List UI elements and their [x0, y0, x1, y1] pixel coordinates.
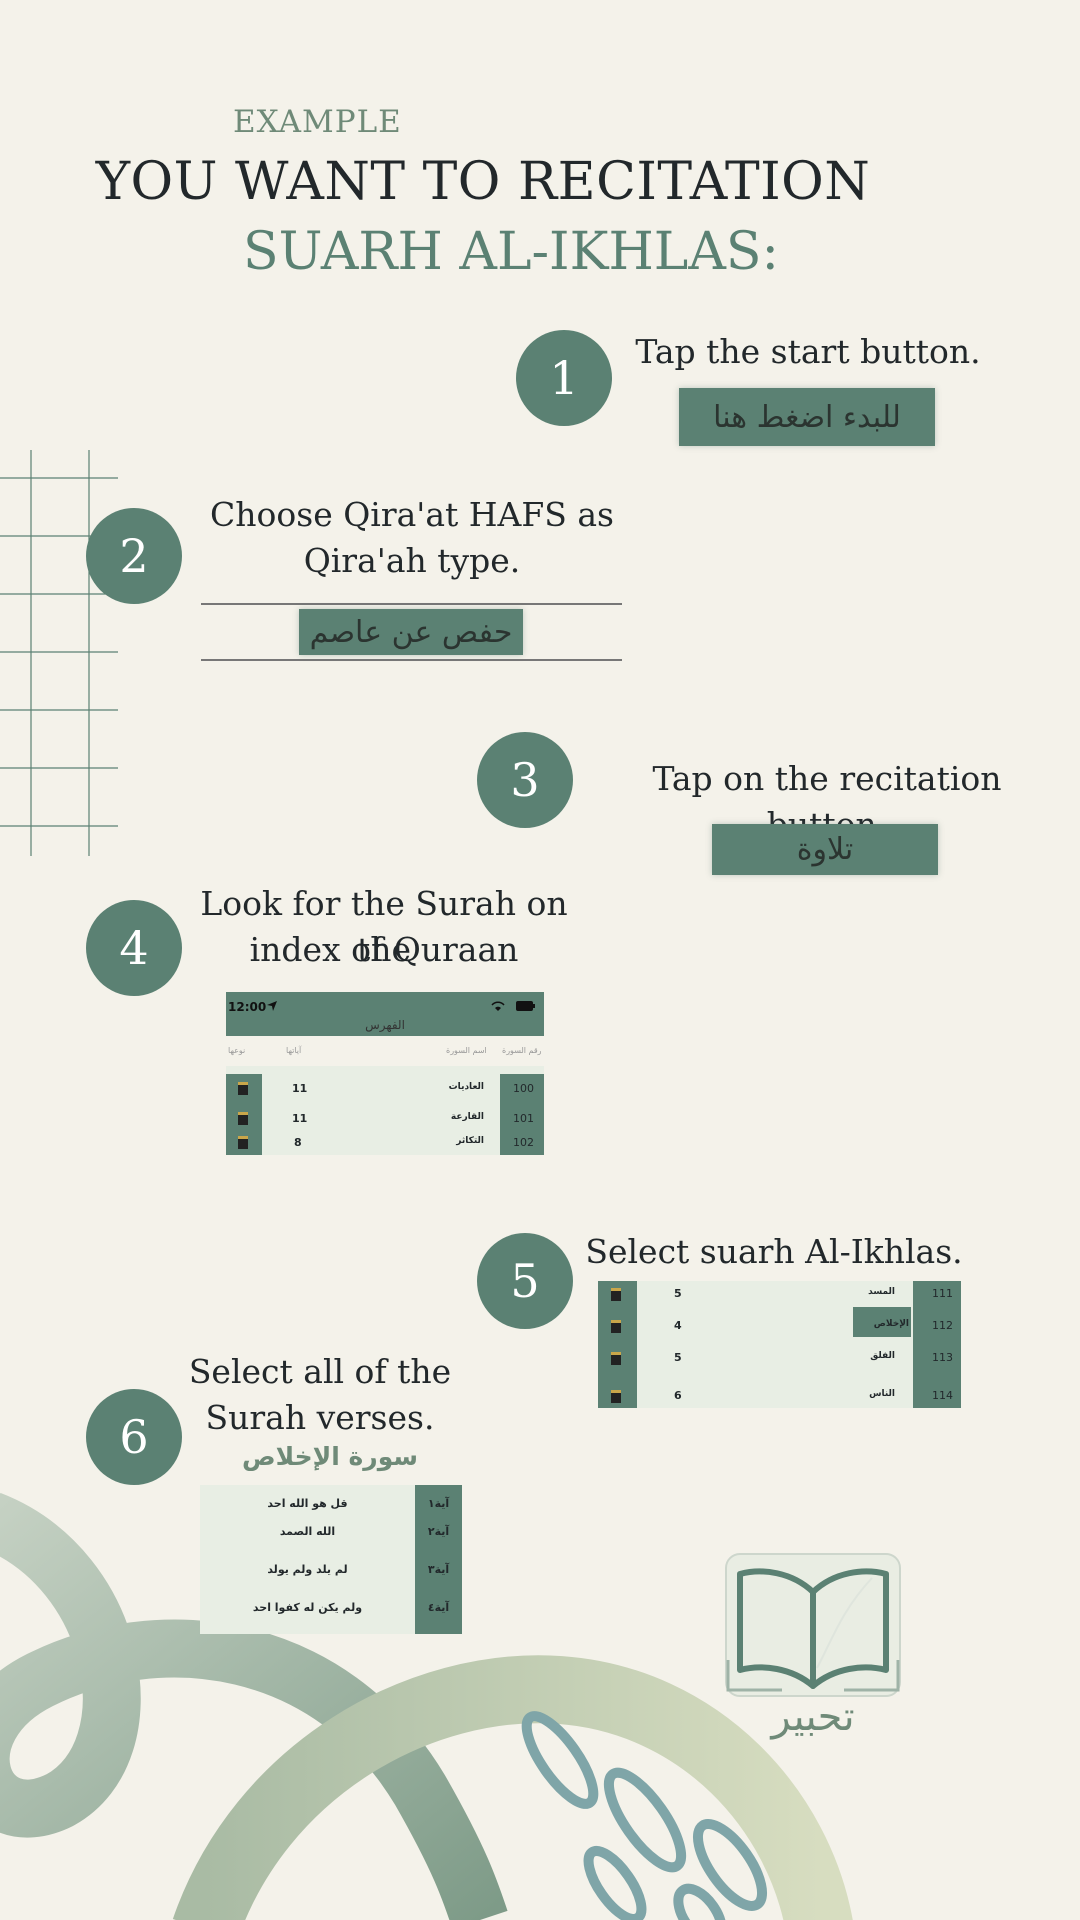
battery-icon: [516, 1001, 535, 1011]
step-6-text-line1: Select all of the: [188, 1352, 452, 1391]
divider-bottom: [201, 659, 622, 661]
verse-label: آية١: [427, 1497, 450, 1510]
step-2-text-line2: Qira'ah type.: [303, 541, 521, 580]
surah-title: سورة الإخلاص: [242, 1442, 418, 1471]
verse-label: آية٤: [427, 1601, 450, 1614]
step-1-badge: 1: [516, 330, 612, 426]
grid-decoration: [0, 450, 118, 856]
row-number: 100: [513, 1082, 534, 1095]
verses-screen: قل هو الله احد آية١ الله الصمد آية٢ لم ي…: [200, 1485, 462, 1634]
number-column: [500, 1074, 544, 1155]
kaaba-icon: [611, 1320, 621, 1333]
verse-label-column: [415, 1485, 462, 1634]
step-5-badge: 5: [477, 1233, 573, 1329]
verse-text: ولم يكن له كفوا احد: [252, 1601, 363, 1614]
number-column: [913, 1281, 961, 1408]
step-1-text: Tap the start button.: [635, 332, 981, 371]
row-number: 113: [932, 1351, 953, 1364]
row-verses: 11: [292, 1112, 308, 1125]
step-4-badge: 4: [86, 900, 182, 996]
index-screen: 12:00 الفهرس نوعها آياتها اسم السورة رقم…: [226, 992, 544, 1155]
verse-text: قل هو الله احد: [267, 1497, 348, 1510]
row-verses: 4: [674, 1319, 682, 1332]
kaaba-icon: [611, 1390, 621, 1403]
row-number: 101: [513, 1112, 534, 1125]
table-row[interactable]: 11 العاديات 100: [226, 1078, 544, 1100]
swirl-decoration: [0, 1492, 853, 1920]
kaaba-icon: [611, 1288, 621, 1301]
logo-text: تحبير: [771, 1694, 855, 1740]
row-name: العاديات: [448, 1082, 484, 1092]
table-row[interactable]: 11 القارعة 101: [226, 1108, 544, 1130]
row-verses: 11: [292, 1082, 308, 1095]
row-verses: 8: [294, 1136, 302, 1149]
row-number: 111: [932, 1287, 953, 1300]
column-header-row: نوعها آياتها اسم السورة رقم السورة: [226, 1036, 544, 1066]
type-column: [598, 1281, 637, 1408]
row-name: الفلق: [870, 1351, 895, 1361]
verse-row[interactable]: قل هو الله احد آية١: [200, 1495, 462, 1517]
col-number: رقم السورة: [502, 1046, 542, 1055]
step-4-text-line2: index of Quraan: [249, 930, 519, 969]
step-6-text-line2: Surah verses.: [205, 1398, 435, 1437]
row-number: 112: [932, 1319, 953, 1332]
index-title: الفهرس: [365, 1018, 405, 1032]
verse-row[interactable]: لم يلد ولم يولد آية٣: [200, 1561, 462, 1583]
step-2-badge: 2: [86, 508, 182, 604]
row-verses: 6: [674, 1389, 682, 1402]
row-verses: 5: [674, 1351, 682, 1364]
step-5-text: Select suarh Al-Ikhlas.: [585, 1232, 963, 1271]
col-type: نوعها: [228, 1046, 246, 1055]
step-2-text-line1: Choose Qira'at HAFS as: [210, 495, 614, 534]
row-number: 102: [513, 1136, 534, 1149]
status-time: 12:00: [228, 1000, 267, 1014]
verse-text: لم يلد ولم يولد: [267, 1563, 348, 1576]
kaaba-icon: [238, 1136, 248, 1149]
row-number: 114: [932, 1389, 953, 1402]
row-name: الإخلاص: [873, 1319, 909, 1329]
row-name: القارعة: [450, 1112, 484, 1122]
open-book-icon: [725, 1553, 901, 1697]
divider-top: [201, 603, 622, 605]
wifi-icon: [491, 1001, 505, 1011]
location-arrow-icon: [267, 1001, 277, 1011]
eyebrow-label: EXAMPLE: [233, 104, 402, 140]
step-6-badge: 6: [86, 1389, 182, 1485]
kaaba-icon: [238, 1082, 248, 1095]
table-row[interactable]: 5 الفلق 113: [598, 1347, 961, 1369]
hafs-button[interactable]: حفص عن عاصم: [299, 609, 523, 655]
table-row[interactable]: 8 التكاثر 102: [226, 1132, 544, 1154]
table-row[interactable]: 6 الناس 114: [598, 1385, 961, 1407]
row-name: التكاثر: [456, 1136, 484, 1146]
kaaba-icon: [238, 1112, 248, 1125]
row-verses: 5: [674, 1287, 682, 1300]
verse-row[interactable]: ولم يكن له كفوا احد آية٤: [200, 1599, 462, 1621]
verse-text: الله الصمد: [279, 1525, 336, 1538]
table-row-selected[interactable]: 4 الإخلاص 112: [598, 1315, 961, 1337]
col-verses: آياتها: [286, 1046, 302, 1055]
status-bar: 12:00 الفهرس: [226, 992, 544, 1036]
selected-highlight: [853, 1307, 911, 1337]
row-name: المسد: [868, 1287, 895, 1297]
row-name: الناس: [869, 1389, 895, 1399]
kaaba-icon: [611, 1352, 621, 1365]
step-4-text-line1: Look for the Surah on the: [200, 884, 568, 969]
page-subtitle: SUARH AL-IKHLAS:: [242, 222, 780, 282]
verse-label: آية٢: [427, 1525, 450, 1538]
table-row[interactable]: 5 المسد 111: [598, 1283, 961, 1305]
start-button[interactable]: للبدء اضغط هنا: [679, 388, 935, 446]
recitation-button[interactable]: تلاوة: [712, 824, 938, 875]
page-title: YOU WANT TO RECITATION: [95, 152, 871, 212]
step-3-badge: 3: [477, 732, 573, 828]
col-name: اسم السورة: [446, 1046, 487, 1055]
verse-row[interactable]: الله الصمد آية٢: [200, 1523, 462, 1545]
select-screen: 5 المسد 111 4 الإخلاص 112 5 الفلق 113 6 …: [598, 1281, 961, 1408]
verse-label: آية٣: [427, 1563, 450, 1576]
